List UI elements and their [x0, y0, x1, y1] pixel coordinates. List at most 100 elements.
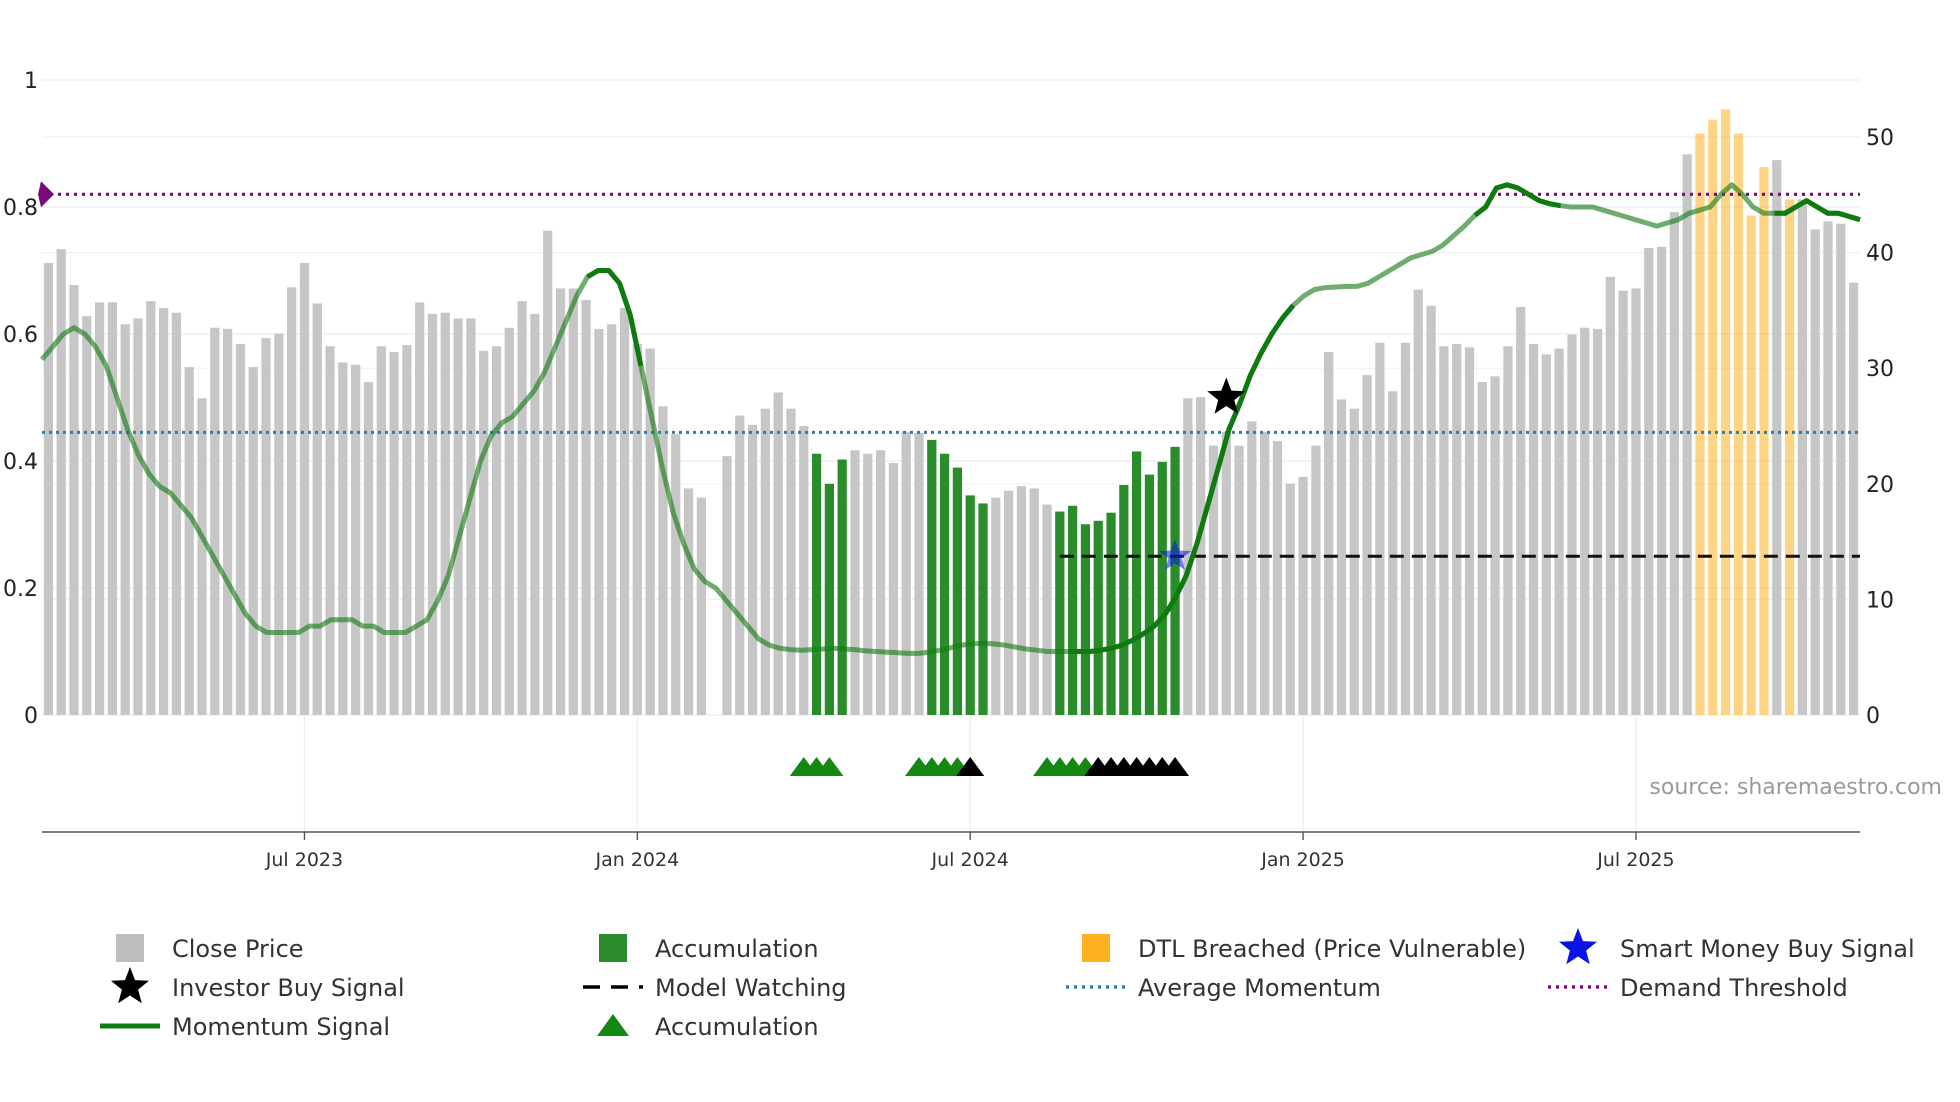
- close-price-bar: [184, 367, 194, 715]
- close-price-bar: [389, 352, 399, 715]
- left-tick-label: 0.6: [3, 323, 38, 348]
- close-price-bar: [1631, 288, 1641, 715]
- model-watching-triangle: [1161, 757, 1190, 776]
- close-price-bar: [991, 497, 1001, 715]
- close-price-bar: [1221, 431, 1231, 715]
- close-price-bar: [351, 364, 361, 715]
- legend-label: Close Price: [172, 935, 304, 963]
- close-price-bar: [1823, 221, 1833, 715]
- close-price-bar: [1528, 343, 1539, 715]
- close-price-bar: [799, 426, 809, 715]
- close-price-bar: [402, 345, 412, 715]
- legend-swatch: [116, 934, 144, 962]
- legend-label: Demand Threshold: [1620, 974, 1848, 1002]
- accumulation-bar: [1106, 512, 1116, 715]
- close-price-bar: [440, 312, 450, 715]
- close-price-bar: [427, 313, 438, 715]
- right-tick-label: 20: [1866, 473, 1894, 498]
- accumulation-bar: [1068, 505, 1078, 715]
- right-tick-label: 50: [1866, 126, 1894, 151]
- close-price-bar: [1541, 354, 1551, 715]
- close-price-bar: [1375, 342, 1385, 715]
- close-price-bar: [1464, 347, 1475, 715]
- momentum-signal-strong: [586, 268, 644, 367]
- left-tick-label: 0: [24, 704, 38, 729]
- close-price-bar: [415, 302, 425, 715]
- close-price-bar: [1400, 342, 1411, 715]
- close-price-bar: [1234, 445, 1244, 715]
- close-price-bar: [197, 398, 207, 715]
- close-price-bar: [466, 318, 476, 715]
- legend-item: Average Momentum: [1066, 974, 1381, 1002]
- close-price-bar: [1426, 305, 1436, 715]
- close-price-bar: [248, 367, 258, 715]
- smart-money-buy-signal-star: [1158, 539, 1192, 570]
- momentum-signal-strong: [1068, 303, 1296, 654]
- close-price-bar: [1644, 247, 1654, 716]
- close-price-bar: [1848, 282, 1859, 715]
- legend-item: Momentum Signal: [100, 1013, 390, 1041]
- dtl-breached-bar: [1695, 133, 1705, 715]
- legend-star: [1559, 928, 1597, 965]
- close-price-bar: [1503, 346, 1513, 715]
- close-price-bar: [171, 312, 182, 715]
- close-price-bar: [299, 263, 310, 715]
- legend-label: DTL Breached (Price Vulnerable): [1138, 935, 1526, 963]
- close-price-bar: [555, 288, 566, 715]
- model-watching-triangle: [956, 757, 985, 776]
- close-price-bar: [1439, 346, 1449, 715]
- x-axis-ticks: Jul 2023 Jan 2024 Jul 2024 Jan 2025 Jul 2025: [265, 832, 1675, 871]
- close-price-bar: [1580, 327, 1590, 715]
- close-price-bar: [69, 284, 79, 715]
- close-price-bar: [1004, 490, 1014, 715]
- x-tick-label: Jul 2025: [1596, 849, 1674, 871]
- left-tick-label: 1: [24, 69, 38, 94]
- close-price-bar: [82, 316, 92, 715]
- close-price-bar: [1298, 476, 1308, 715]
- close-price-bar: [363, 382, 374, 715]
- close-price-bar: [773, 392, 783, 715]
- close-price-bar: [1567, 334, 1577, 715]
- legend: Close Price Investor Buy Signal Momentum S…: [100, 928, 1915, 1041]
- accumulation-bar: [1144, 474, 1155, 715]
- close-price-bar: [1452, 343, 1462, 715]
- close-price-bar: [146, 301, 156, 715]
- close-price-bar: [530, 313, 540, 715]
- momentum-line: [40, 182, 1861, 656]
- momentum-signal-strong: [1774, 198, 1861, 223]
- close-price-bar: [1311, 445, 1321, 715]
- signal-markers: [789, 377, 1246, 776]
- close-price-bar: [594, 328, 604, 715]
- dtl-breached-bar: [1784, 199, 1795, 716]
- left-axis-ticks: 0 0.2 0.4 0.6 0.8 1: [3, 69, 38, 729]
- close-price-bar: [722, 456, 732, 715]
- legend-label: Smart Money Buy Signal: [1620, 935, 1915, 963]
- accumulation-bar: [1119, 484, 1129, 715]
- x-tick-label: Jan 2025: [1260, 849, 1345, 871]
- accumulation-bar: [978, 503, 988, 715]
- close-price-bar: [43, 263, 54, 715]
- close-price-bar: [223, 328, 233, 715]
- right-axis-ticks: 0 10 20 30 40 50: [1866, 126, 1894, 729]
- close-price-bar: [479, 350, 489, 715]
- accumulation-bar: [837, 459, 847, 715]
- x-tick-label: Jan 2024: [594, 849, 679, 871]
- close-price-bar: [1349, 408, 1359, 715]
- close-price-bar: [1324, 352, 1334, 715]
- close-price-bar: [133, 318, 143, 715]
- dtl-breached-bar: [1708, 119, 1718, 715]
- close-price-bar: [235, 343, 246, 715]
- close-price-bar: [850, 450, 860, 715]
- close-price-bar: [120, 324, 130, 715]
- close-price-bar: [1490, 376, 1500, 715]
- right-tick-label: 10: [1866, 588, 1894, 613]
- close-price-bar: [1477, 382, 1487, 715]
- close-price-bar: [1247, 421, 1257, 715]
- dtl-breached-bar: [1746, 215, 1756, 716]
- close-price-bar: [863, 453, 873, 715]
- close-price-bar: [1669, 212, 1679, 715]
- close-price-bar: [56, 249, 66, 715]
- legend-item: Smart Money Buy Signal: [1559, 928, 1915, 965]
- close-price-bar: [338, 362, 348, 715]
- legend-item: Model Watching: [583, 974, 847, 1002]
